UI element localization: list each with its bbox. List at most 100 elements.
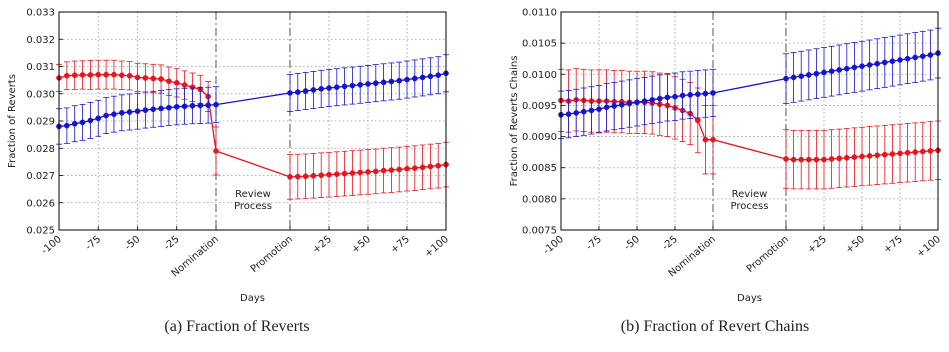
- data-point: [87, 72, 94, 78]
- x-tick-label: -75: [584, 234, 604, 253]
- data-point: [435, 162, 442, 169]
- data-point: [126, 72, 133, 79]
- y-tick-label: 0.033: [26, 8, 55, 19]
- data-point: [897, 150, 903, 157]
- data-point: [889, 151, 896, 157]
- data-point: [142, 75, 149, 81]
- data-point: [889, 58, 896, 65]
- data-point: [302, 88, 309, 94]
- data-point: [851, 154, 858, 160]
- data-point: [173, 80, 180, 86]
- y-tick-label: 0.0095: [522, 101, 557, 112]
- data-point: [435, 72, 442, 79]
- y-axis-label: Fraction of Reverts: [7, 74, 18, 168]
- y-tick-label: 0.032: [26, 35, 55, 46]
- caption-b: (b) Fraction of Revert Chains: [620, 318, 810, 335]
- data-point: [396, 166, 403, 173]
- y-tick-label: 0.031: [26, 62, 55, 73]
- data-point: [79, 72, 86, 78]
- data-point: [150, 75, 157, 82]
- data-point: [294, 89, 301, 95]
- data-point: [349, 82, 356, 89]
- data-point: [134, 74, 141, 81]
- data-point: [783, 75, 789, 82]
- data-point: [71, 120, 78, 127]
- data-point: [912, 54, 919, 61]
- data-point: [64, 72, 70, 79]
- y-tick-label: 0.025: [26, 226, 55, 237]
- data-point: [349, 170, 356, 176]
- data-point: [798, 156, 805, 163]
- data-point: [380, 167, 387, 174]
- data-point: [294, 173, 301, 180]
- data-point: [411, 165, 418, 171]
- data-point: [326, 171, 332, 178]
- data-point: [197, 102, 204, 109]
- annotation-text: Review: [235, 189, 271, 200]
- data-point: [866, 62, 873, 68]
- data-point: [588, 107, 595, 114]
- data-point: [380, 79, 387, 86]
- data-point: [874, 152, 881, 159]
- annotation-text: Review: [732, 189, 768, 200]
- data-point: [783, 156, 789, 162]
- data-point: [118, 109, 125, 116]
- y-tick-label: 0.027: [26, 171, 55, 182]
- x-tick-label: -25: [162, 234, 182, 253]
- data-point: [388, 167, 395, 173]
- data-point: [927, 148, 934, 154]
- data-point: [372, 168, 379, 175]
- data-point: [919, 148, 926, 155]
- data-point: [790, 74, 797, 81]
- x-tick-label: -75: [84, 234, 104, 253]
- data-point: [134, 108, 141, 115]
- data-point: [333, 84, 340, 91]
- series-line: [58, 72, 447, 128]
- data-point: [798, 73, 805, 80]
- data-point: [111, 111, 117, 118]
- x-tick-label: -100: [39, 234, 63, 257]
- x-tick-label: -100: [541, 234, 565, 257]
- data-point: [142, 107, 149, 113]
- data-point: [821, 156, 827, 163]
- data-point: [213, 101, 219, 108]
- data-point: [836, 67, 843, 73]
- data-point: [859, 63, 865, 70]
- x-tick-label: +100: [423, 234, 451, 260]
- data-point: [679, 92, 686, 99]
- data-point: [404, 165, 410, 172]
- data-point: [166, 104, 172, 111]
- data-point: [694, 91, 701, 98]
- data-point: [710, 90, 716, 96]
- data-point: [580, 108, 587, 115]
- data-point: [166, 78, 172, 85]
- data-point: [64, 122, 70, 129]
- x-tick-label: +100: [915, 234, 943, 260]
- data-point: [411, 75, 418, 82]
- data-point: [813, 70, 820, 77]
- data-point: [396, 77, 403, 84]
- data-point: [828, 68, 835, 75]
- y-tick-label: 0.0085: [522, 163, 557, 174]
- data-point: [874, 60, 881, 67]
- data-point: [912, 149, 919, 155]
- data-point: [603, 104, 610, 111]
- data-point: [927, 52, 934, 58]
- data-point: [310, 87, 317, 93]
- x-tick-label: -50: [123, 234, 143, 253]
- data-point: [805, 72, 812, 78]
- data-point: [189, 102, 196, 109]
- data-point: [365, 81, 371, 87]
- data-point: [365, 169, 371, 175]
- data-point: [181, 82, 188, 88]
- data-point: [626, 100, 633, 107]
- data-point: [205, 102, 211, 109]
- data-point: [672, 93, 678, 100]
- data-point: [341, 170, 348, 177]
- x-tick-label: +75: [389, 234, 412, 256]
- data-point: [851, 64, 858, 71]
- data-point: [103, 112, 109, 119]
- data-point: [790, 156, 797, 163]
- data-point: [664, 94, 671, 101]
- data-point: [611, 103, 618, 109]
